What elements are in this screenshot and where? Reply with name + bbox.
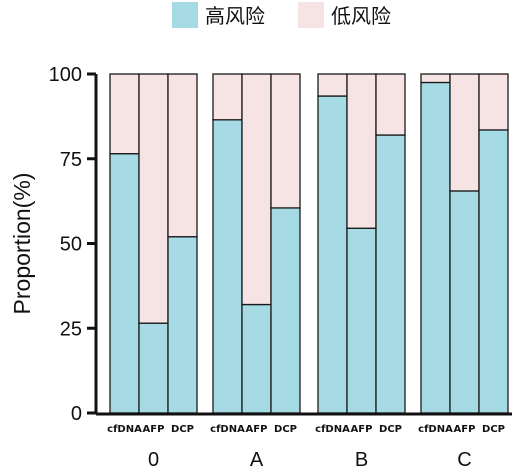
legend-swatch (298, 2, 324, 28)
bar-segment (109, 73, 140, 155)
bar-label: cfDNA (107, 424, 142, 435)
bar-label: AFP (246, 424, 268, 435)
bar-segment (270, 73, 301, 209)
bar-label: cfDNA (210, 424, 245, 435)
bar-segment (420, 73, 451, 84)
bar-segment (109, 153, 140, 414)
bar-label: DCP (482, 424, 505, 435)
y-tick-label: 0 (71, 403, 82, 425)
y-tick-label: 75 (60, 149, 82, 171)
bar-segment (375, 73, 406, 136)
group-label: B (355, 449, 368, 471)
bar-label: AFP (351, 424, 373, 435)
bar-segment (241, 303, 272, 414)
bar-segment (167, 73, 198, 238)
group-label: C (457, 449, 471, 471)
group-label: 0 (148, 449, 159, 471)
bar-segment (270, 207, 301, 414)
bar-segment (138, 73, 169, 324)
bar-segment (375, 134, 406, 414)
bar-label: AFP (454, 424, 476, 435)
bar-segment (212, 119, 243, 414)
bar-label: AFP (143, 424, 165, 435)
bar-segment (317, 95, 348, 414)
bar-segment (449, 190, 480, 414)
y-tick-label: 50 (60, 234, 82, 256)
bar-segment (478, 129, 509, 414)
legend-label: 高风险 (205, 4, 265, 28)
bar-segment (317, 73, 348, 97)
legend-swatch (172, 2, 198, 28)
y-tick-label: 100 (49, 64, 82, 86)
bar-segment (167, 236, 198, 414)
legend-label: 低风险 (331, 4, 391, 28)
y-tick-label: 25 (60, 318, 82, 340)
group-label: A (250, 449, 264, 471)
bar-segment (212, 73, 243, 121)
bar-label: DCP (379, 424, 402, 435)
bar-segment (346, 227, 377, 414)
bar-label: DCP (171, 424, 194, 435)
bar-label: cfDNA (418, 424, 453, 435)
bar-label: cfDNA (315, 424, 350, 435)
bar-segment (138, 322, 169, 414)
y-axis-title: Proportion(%) (9, 173, 35, 315)
bar-segment (420, 81, 451, 414)
bar-segment (478, 73, 509, 131)
bar-segment (346, 73, 377, 229)
bar-label: DCP (274, 424, 297, 435)
bar-segment (241, 73, 272, 306)
bar-segment (449, 73, 480, 192)
